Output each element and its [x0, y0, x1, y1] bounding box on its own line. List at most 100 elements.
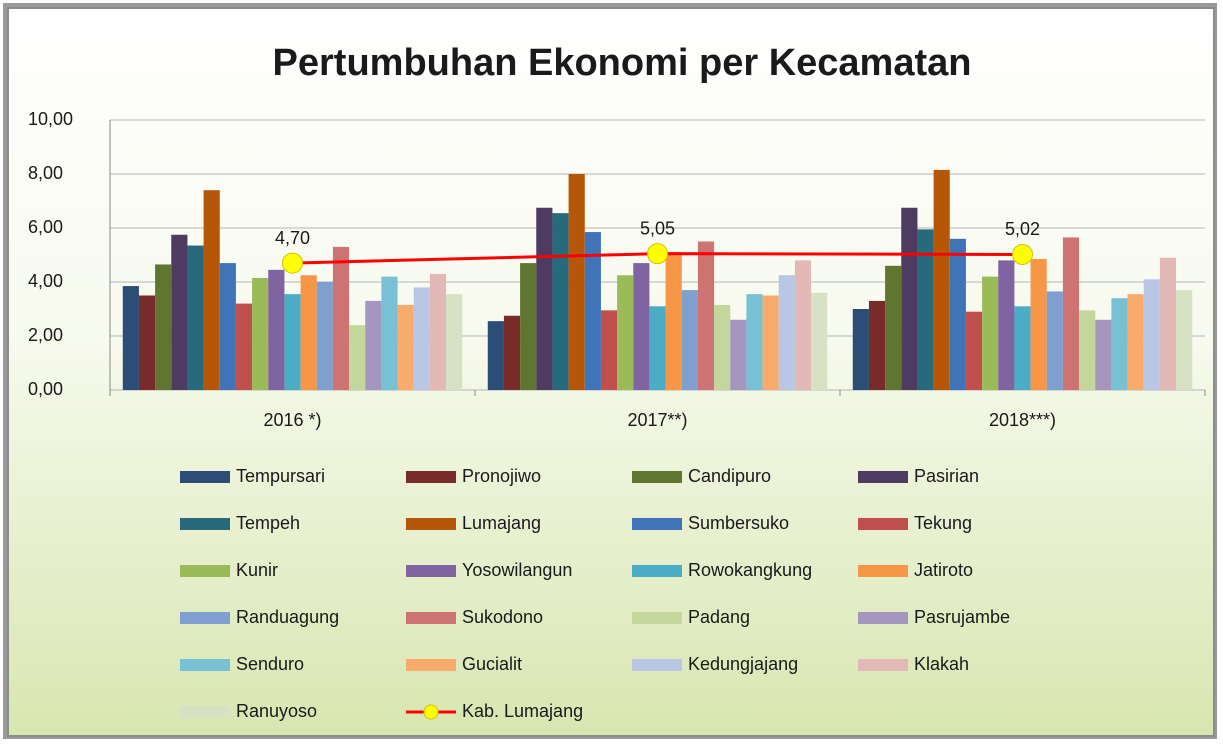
legend-label: Lumajang	[462, 513, 541, 533]
legend-label: Tempursari	[236, 466, 325, 486]
x-tick-label: 2016 *)	[263, 410, 321, 430]
bar	[568, 174, 585, 390]
legend-swatch	[406, 471, 456, 483]
bar	[1095, 319, 1112, 390]
bar	[187, 245, 204, 390]
bar	[381, 276, 398, 390]
bar	[365, 300, 382, 390]
bar	[122, 286, 139, 390]
legend-label: Rowokangkung	[688, 560, 812, 580]
legend-swatch	[180, 612, 230, 624]
line-marker	[282, 252, 303, 274]
legend-label: Pasirian	[914, 466, 979, 486]
legend-swatch	[406, 565, 456, 577]
bar	[332, 246, 350, 390]
bar	[446, 294, 463, 390]
bar	[868, 300, 886, 390]
y-tick-label: 2,00	[28, 325, 63, 345]
legend-swatch	[180, 518, 230, 530]
bar	[762, 295, 779, 390]
line-marker	[1012, 243, 1033, 265]
legend-swatch	[632, 518, 682, 530]
legend-label: Yosowilangun	[462, 560, 572, 580]
legend-swatch	[858, 565, 908, 577]
legend-swatch	[858, 612, 908, 624]
bar	[697, 241, 715, 390]
bar	[600, 310, 618, 390]
legend-label: Jatiroto	[914, 560, 973, 580]
legend-label: Ranuyoso	[236, 701, 317, 721]
legend-label: Randuagung	[236, 607, 339, 627]
bar	[998, 260, 1015, 390]
y-tick-label: 10,00	[28, 109, 73, 129]
legend-swatch	[632, 612, 682, 624]
bar	[1030, 259, 1047, 390]
legend-label: Candipuro	[688, 466, 771, 486]
legend-swatch	[180, 659, 230, 671]
legend-swatch	[406, 518, 456, 530]
chart-title: Pertumbuhan Ekonomi per Kecamatan	[273, 42, 972, 84]
bar	[284, 294, 301, 390]
legend-swatch	[406, 612, 456, 624]
legend-marker	[423, 704, 439, 720]
legend-label: Klakah	[914, 654, 969, 674]
bar	[917, 229, 934, 390]
legend-swatch	[180, 565, 230, 577]
legend-swatch	[858, 518, 908, 530]
bar	[1079, 310, 1096, 390]
bar	[1111, 298, 1128, 390]
bar	[429, 273, 447, 390]
legend-label: Padang	[688, 607, 750, 627]
bar	[949, 238, 966, 390]
bar	[1159, 257, 1177, 390]
bar	[503, 315, 521, 390]
y-tick-label: 0,00	[28, 379, 63, 399]
bar	[155, 264, 172, 390]
legend-swatch	[180, 471, 230, 483]
bar	[203, 190, 220, 390]
data-label: 5,05	[640, 218, 675, 238]
legend-label: Pasrujambe	[914, 607, 1010, 627]
y-tick-label: 4,00	[28, 271, 63, 291]
legend-swatch	[180, 706, 230, 718]
bar	[171, 234, 188, 390]
bar	[520, 263, 537, 390]
y-tick-label: 8,00	[28, 163, 63, 183]
bar	[536, 207, 553, 390]
bar	[885, 265, 902, 390]
data-label: 5,02	[1005, 219, 1040, 239]
bar	[552, 213, 569, 390]
bar	[487, 321, 504, 390]
bar	[349, 325, 366, 390]
bar	[649, 306, 666, 390]
legend-label: Tempeh	[236, 513, 300, 533]
bar	[397, 304, 414, 390]
legend-swatch	[406, 659, 456, 671]
bar	[300, 275, 317, 390]
bar	[681, 290, 698, 390]
bar	[268, 269, 285, 390]
legend-label: Pronojiwo	[462, 466, 541, 486]
legend-label: Senduro	[236, 654, 304, 674]
bar	[413, 287, 430, 390]
bar	[1062, 237, 1080, 390]
bar	[852, 309, 869, 390]
bar	[746, 294, 763, 390]
bar	[665, 252, 682, 390]
bar	[794, 260, 812, 390]
bar	[982, 276, 999, 390]
bar	[252, 277, 269, 390]
x-tick-label: 2017**)	[627, 410, 687, 430]
bar	[316, 282, 333, 390]
bar	[811, 292, 828, 390]
bar	[1143, 279, 1160, 390]
legend-label: Kab. Lumajang	[462, 701, 583, 721]
bar	[901, 207, 918, 390]
bar	[138, 295, 156, 390]
bar	[1176, 290, 1193, 390]
legend-swatch	[632, 565, 682, 577]
x-tick-label: 2018***)	[989, 410, 1056, 430]
line-marker	[647, 243, 668, 265]
y-tick-label: 6,00	[28, 217, 63, 237]
